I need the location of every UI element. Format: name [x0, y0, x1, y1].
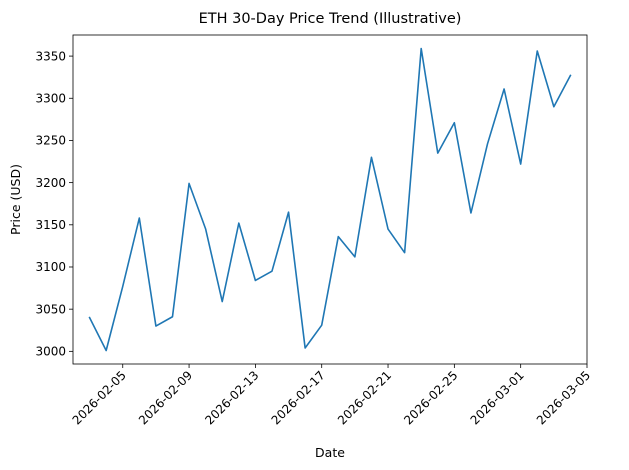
x-tick-label: 2026-03-05: [534, 368, 593, 427]
y-tick-label: 3150: [35, 218, 66, 232]
x-tick-label: 2026-02-05: [70, 368, 129, 427]
y-tick-label: 3300: [35, 91, 66, 105]
x-tick-label: 2026-02-17: [269, 368, 328, 427]
x-tick-label: 2026-02-25: [401, 368, 460, 427]
series-line: [88, 47, 572, 352]
x-tick-label: 2026-03-01: [468, 368, 527, 427]
x-tick-label: 2026-02-09: [136, 368, 195, 427]
x-axis: 2026-02-05 2026-02-09 2026-02-13 2026-02-17…: [70, 364, 593, 427]
x-tick-label: 2026-02-21: [335, 368, 394, 427]
y-axis: 3000 3050 3100 3150 3200 3250 3300 3350: [35, 49, 73, 359]
x-axis-label: Date: [315, 445, 345, 460]
y-tick-label: 3350: [35, 49, 66, 63]
x-tick-label: 2026-02-13: [202, 368, 261, 427]
y-tick-label: 3200: [35, 176, 66, 190]
y-tick-label: 3000: [35, 345, 66, 359]
y-axis-label: Price (USD): [8, 164, 23, 235]
plot-frame: [72, 34, 588, 365]
plot-area: [88, 47, 572, 352]
y-tick-label: 3100: [35, 260, 66, 274]
chart-title: ETH 30-Day Price Trend (Illustrative): [199, 11, 462, 27]
y-tick-label: 3050: [35, 302, 66, 316]
y-tick-label: 3250: [35, 134, 66, 148]
